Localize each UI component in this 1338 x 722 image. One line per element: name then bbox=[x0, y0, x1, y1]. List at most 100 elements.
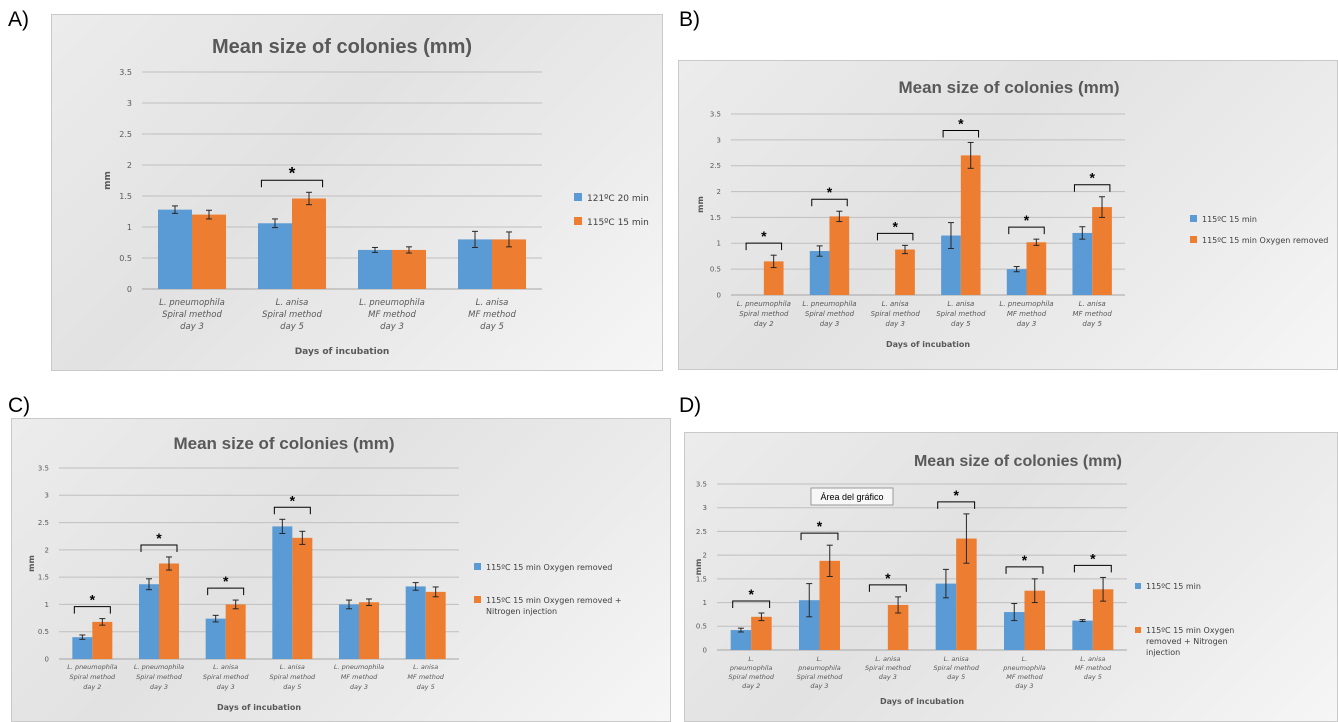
chart-panel-d[interactable]: Mean size of colonies (mm) 0 0.5 1 1.5 2 2.5 3 3… bbox=[684, 432, 1338, 722]
y-tick-label: 3.5 bbox=[119, 68, 132, 77]
y-tick-label: 2.5 bbox=[696, 528, 707, 536]
y-tick-label: 1 bbox=[703, 599, 707, 607]
legend-swatch bbox=[1190, 215, 1197, 222]
bar-series1 bbox=[272, 526, 293, 659]
x-tick-label: MF method bbox=[468, 310, 516, 320]
bar-series2 bbox=[192, 214, 226, 289]
significance-star: * bbox=[156, 530, 162, 546]
x-tick-label: MF method bbox=[1073, 310, 1113, 318]
chart-panel-c[interactable]: Mean size of colonies (mm) 0 0.5 1 1.5 2 2.5 3 3… bbox=[11, 418, 671, 722]
x-tick-label: L. pneumophila bbox=[737, 300, 791, 308]
y-tick-label: 2 bbox=[45, 546, 49, 554]
significance-bracket bbox=[811, 198, 848, 207]
x-tick-label: day 5 bbox=[951, 320, 971, 328]
y-tick-label: 3.5 bbox=[38, 464, 49, 472]
significance-star: * bbox=[223, 573, 229, 589]
y-tick-label: 1.5 bbox=[38, 574, 49, 582]
legend-label: 115ºC 15 min Oxygen removed bbox=[1202, 236, 1328, 245]
x-tick-label: L. pneumophila bbox=[999, 300, 1053, 308]
bar-series2 bbox=[292, 198, 326, 289]
x-tick-label: day 3 bbox=[810, 682, 828, 690]
bar-series1 bbox=[158, 209, 192, 289]
x-tick-label: MF method bbox=[1075, 664, 1112, 672]
x-tick-label: Spiral method bbox=[69, 673, 116, 681]
bar-series1 bbox=[935, 583, 957, 650]
x-tick-label: L. bbox=[748, 655, 754, 663]
significance-bracket bbox=[942, 129, 980, 138]
y-tick-label: 2.5 bbox=[710, 162, 721, 170]
bar-series2 bbox=[1092, 589, 1114, 650]
bar-series1 bbox=[799, 600, 820, 650]
bar-series1 bbox=[339, 604, 359, 659]
y-axis-label: mm bbox=[696, 196, 705, 213]
significance-star: * bbox=[90, 592, 96, 608]
y-tick-label: 0.5 bbox=[710, 266, 721, 274]
x-tick-label: day 5 bbox=[280, 322, 304, 332]
x-tick-label: day 3 bbox=[180, 322, 204, 332]
bar-series2 bbox=[1092, 207, 1112, 295]
y-tick-label: 3 bbox=[45, 492, 49, 500]
x-tick-label: L. anisa bbox=[476, 298, 509, 308]
bar-series1 bbox=[1004, 612, 1025, 650]
significance-star: * bbox=[885, 570, 891, 586]
bar-series2 bbox=[92, 621, 113, 659]
y-tick-label: 3.5 bbox=[696, 480, 707, 488]
x-tick-label: Spiral method bbox=[739, 310, 789, 318]
x-tick-label: Spiral method bbox=[136, 673, 183, 681]
chart-title: Mean size of colonies (mm) bbox=[173, 434, 394, 453]
y-axis-label: mm bbox=[103, 171, 113, 190]
bar-series2 bbox=[751, 616, 772, 650]
significance-star: * bbox=[289, 163, 296, 182]
bar-series1 bbox=[405, 586, 426, 659]
y-tick-label: 0 bbox=[127, 285, 132, 294]
y-tick-label: 3 bbox=[717, 136, 721, 144]
legend-label: 115ºC 15 min bbox=[1202, 215, 1257, 224]
x-tick-label: L. pneumophila bbox=[67, 663, 117, 671]
significance-bracket bbox=[800, 532, 839, 541]
significance-bracket bbox=[937, 501, 976, 509]
significance-star: * bbox=[748, 586, 754, 602]
x-tick-label: MF method bbox=[341, 673, 378, 681]
significance-star: * bbox=[290, 492, 296, 508]
bar-series2 bbox=[159, 563, 179, 659]
chart-panel-b[interactable]: Mean size of colonies (mm) 0 0.5 1 1.5 2 2.5 3 3… bbox=[678, 60, 1338, 370]
chart-d-svg: Mean size of colonies (mm) 0 0.5 1 1.5 2 2.5 3 3… bbox=[694, 453, 1234, 706]
x-tick-label: day 3 bbox=[350, 683, 368, 691]
x-axis-label: Days of incubation bbox=[880, 697, 964, 706]
chart-b-svg: Mean size of colonies (mm) 0 0.5 1 1.5 2 2.5 3 3… bbox=[696, 78, 1328, 349]
y-tick-label: 0 bbox=[717, 291, 721, 299]
y-tick-label: 1 bbox=[717, 240, 721, 248]
chart-title: Mean size of colonies (mm) bbox=[914, 453, 1122, 470]
significance-star: * bbox=[817, 518, 823, 534]
bar-series1 bbox=[941, 235, 961, 295]
y-axis-label: mm bbox=[694, 559, 703, 576]
x-tick-label: Spiral method bbox=[933, 664, 980, 672]
legend-label: 115ºC 15 min Oxygen bbox=[1146, 626, 1234, 635]
x-tick-label: Spiral method bbox=[728, 673, 775, 681]
x-tick-label: L. bbox=[1022, 655, 1028, 663]
x-axis-label: Days of incubation bbox=[886, 340, 970, 349]
legend-swatch bbox=[1135, 583, 1141, 589]
chart-panel-a[interactable]: Mean size of colonies (mm) 0 0.5 1 1.5 2 2.5 3 3… bbox=[51, 14, 663, 371]
bar-series1 bbox=[205, 618, 226, 659]
x-tick-label: day 3 bbox=[885, 320, 905, 328]
legend-label: removed + Nitrogen bbox=[1146, 637, 1228, 646]
bar-series1 bbox=[358, 249, 392, 289]
x-tick-label: pneumophila bbox=[1002, 664, 1046, 672]
significance-bracket bbox=[73, 606, 111, 614]
significance-bracket bbox=[207, 587, 245, 596]
bar-series1 bbox=[809, 251, 830, 295]
x-tick-label: day 5 bbox=[417, 683, 435, 691]
bar-series2 bbox=[819, 560, 840, 650]
bar-series1 bbox=[258, 223, 292, 289]
x-tick-label: day 3 bbox=[1015, 682, 1033, 690]
x-tick-label: day 3 bbox=[820, 320, 840, 328]
legend-label: Nitrogen injection bbox=[486, 607, 557, 616]
tooltip-text: Área del gráfico bbox=[820, 492, 883, 502]
x-tick-label: Spiral method bbox=[203, 673, 250, 681]
x-tick-label: pneumophila bbox=[729, 664, 773, 672]
panel-label-d: D) bbox=[679, 394, 702, 417]
y-tick-label: 1.5 bbox=[710, 214, 721, 222]
y-tick-label: 1 bbox=[45, 601, 49, 609]
x-tick-label: day 2 bbox=[742, 682, 760, 690]
